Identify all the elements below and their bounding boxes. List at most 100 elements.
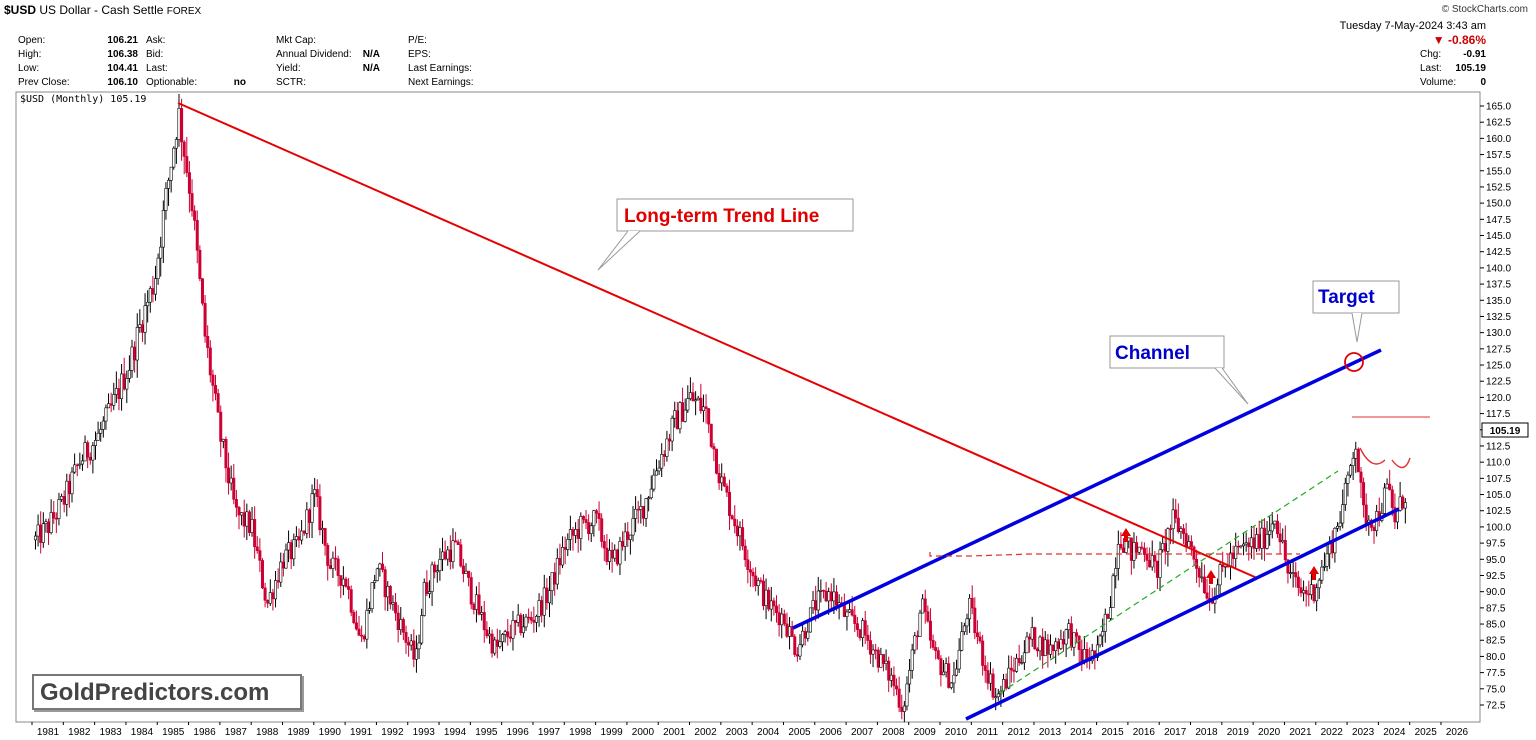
y-tick-label: 140.0 [1486,263,1511,274]
candle-body [279,561,283,583]
candle-body [965,618,969,627]
candle-body [678,402,682,430]
callout-channel-pointer [1214,367,1249,405]
pattern-curve-right [1391,457,1411,469]
quote-value: N/A [362,63,380,74]
candle-body [754,575,758,587]
candle-body [941,671,945,676]
candle-body [313,489,317,495]
quote-label: Optionable: [146,77,198,88]
y-tick-label: 107.5 [1486,474,1511,485]
quote-label: Mkt Cap: [276,35,317,46]
y-tick-label: 102.5 [1486,506,1511,517]
quote-value: no [233,77,246,88]
callout-trend-pointer [597,230,641,271]
candle-body [1390,489,1394,508]
chart-title: $USD US Dollar - Cash Settle FOREX [4,3,201,17]
candle-body [988,673,992,684]
candle-body [266,599,270,604]
candle-body [198,249,202,279]
candle-body [318,496,322,531]
candle-body [751,571,755,577]
candle-body [1062,639,1066,645]
candle-body [300,530,304,541]
candle-body [381,563,385,570]
candle-body [1205,592,1209,599]
candle-body [923,598,927,613]
callout-target-pointer [1351,312,1363,343]
candle-body [511,620,515,639]
candle-body [623,531,627,547]
candle-body [156,257,160,279]
x-tick-label: 1988 [256,727,279,738]
candle-body [287,542,291,551]
candle-body [618,541,622,565]
candle-body [566,539,570,550]
candle-body [871,649,875,655]
x-tick-label: 2010 [945,727,968,738]
candle-body [563,547,567,550]
x-tick-label: 2001 [663,727,686,738]
candle-body [357,628,361,636]
quote-label: Open: [18,35,46,46]
candle-body [728,491,732,516]
quote-row: P/E: [408,34,508,48]
quote-col-4: P/E: EPS: Last Earnings: Next Earnings: [408,34,508,90]
quote-value: N/A [362,49,380,60]
candle-body [1043,639,1047,657]
candle-body [910,649,914,671]
candle-body [206,335,210,349]
y-tick-label: 125.0 [1486,361,1511,372]
candle-body [1315,587,1319,602]
candle-body [1135,542,1139,553]
candle-body [96,432,100,441]
candle-body [1364,504,1368,525]
candle-body [1108,607,1112,619]
candle-body [863,620,867,636]
last-price-label: 105.19 [1490,426,1521,437]
candle-body [104,407,108,422]
y-tick-label: 72.5 [1486,701,1506,712]
candle-body [133,346,137,361]
candle-body [587,522,591,535]
y-tick-label: 85.0 [1486,620,1506,631]
candle-body [1067,623,1071,631]
candle-body [148,288,152,303]
arrow-up-2018 [1206,570,1216,584]
candle-body [422,582,426,616]
candle-body [1268,530,1272,535]
candle-body [1048,644,1052,655]
quote-label: Last: [1420,63,1442,74]
candle-body [1260,527,1264,549]
y-tick-label: 120.0 [1486,393,1511,404]
candle-body [454,540,458,543]
candle-body [370,582,374,609]
candle-body [636,508,640,511]
candle-body [991,673,995,698]
candle-body [388,585,392,605]
candle-body [527,616,531,619]
candle-body [1242,543,1246,547]
candle-body [798,644,802,657]
candle-body [626,531,630,540]
candle-body [1106,613,1110,619]
candle-body [435,570,439,573]
candle-body [404,632,408,643]
quote-row: EPS: [408,48,508,62]
candle-body [1396,510,1400,523]
candle-body [741,527,745,547]
candle-body [362,635,366,640]
candle-body [1059,639,1063,649]
candle-body [219,411,223,442]
candle-body [1028,636,1032,640]
candle-body [769,600,773,610]
candle-body [1252,537,1256,549]
candle-body [793,636,797,655]
candle-body [331,557,335,569]
candle-body [1184,533,1188,548]
candle-body [819,590,823,592]
candle-body [1098,635,1102,646]
candle-body [1354,448,1358,459]
candle-body [1015,657,1019,672]
candle-body [378,563,382,570]
